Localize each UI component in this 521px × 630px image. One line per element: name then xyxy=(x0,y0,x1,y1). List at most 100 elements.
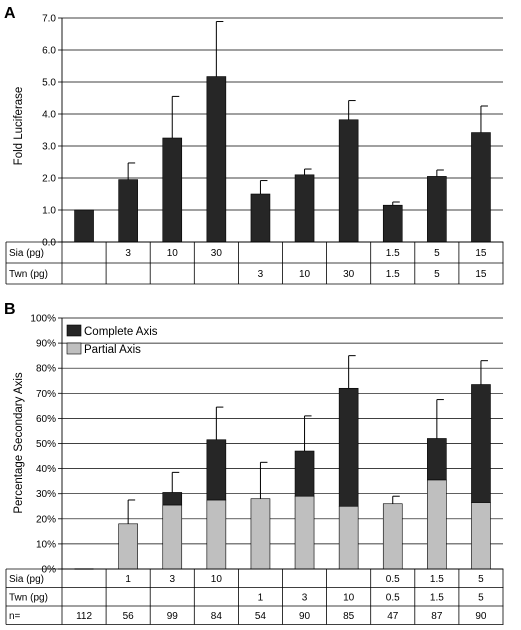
table-cell: 1 xyxy=(125,574,131,585)
table-cell: 0.5 xyxy=(386,592,400,603)
y-tick-label: 0.0 xyxy=(42,238,56,249)
table-cell: 84 xyxy=(211,611,223,622)
table-cell: 1.5 xyxy=(430,592,444,603)
table-cell: 1.5 xyxy=(386,248,400,259)
table-row-label: n= xyxy=(9,611,21,622)
table-cell: 10 xyxy=(211,574,223,585)
table-row-label: Sia (pg) xyxy=(9,574,44,585)
bar-complete-axis xyxy=(294,450,315,497)
bar-complete-axis xyxy=(206,439,227,501)
panel-a-y-tick-labels: 0.0 1.0 2.0 3.0 4.0 5.0 6.0 7.0 xyxy=(42,14,56,249)
y-tick-label: 100% xyxy=(30,314,56,325)
panel-a-gridlines xyxy=(62,17,503,211)
y-tick-label: 10% xyxy=(36,539,56,550)
bar xyxy=(382,204,403,243)
y-tick-label: 0% xyxy=(42,565,57,576)
table-cell: 10 xyxy=(167,248,179,259)
y-tick-label: 1.0 xyxy=(42,206,56,217)
table-cell: 1.5 xyxy=(386,269,400,280)
panel-a-ylabel: Fold Luciferase xyxy=(13,87,25,166)
panel-b-letter: B xyxy=(4,301,16,318)
y-tick-label: 50% xyxy=(36,439,56,450)
bar xyxy=(294,174,315,243)
legend-complete-axis-label: Complete Axis xyxy=(84,326,158,338)
y-tick-label: 30% xyxy=(36,489,56,500)
bar xyxy=(250,193,271,243)
table-cell: 15 xyxy=(475,269,487,280)
y-tick-label: 70% xyxy=(36,389,56,400)
panel-b-gridlines xyxy=(62,317,503,545)
y-tick-label: 2.0 xyxy=(42,174,56,185)
bar xyxy=(427,176,447,243)
bar-partial-axis xyxy=(206,499,227,570)
y-tick-label: 6.0 xyxy=(42,46,56,57)
panel-a-letter: A xyxy=(4,5,16,22)
table-cell: 90 xyxy=(299,611,311,622)
table-row-label: Twn (pg) xyxy=(9,592,48,603)
bar-complete-axis xyxy=(427,438,447,481)
y-tick-label: 90% xyxy=(36,339,56,350)
bar-partial-axis xyxy=(471,502,491,570)
table-row-label: Sia (pg) xyxy=(9,248,44,259)
bar xyxy=(162,137,183,243)
legend-complete-axis-swatch xyxy=(66,324,82,337)
table-cell: 99 xyxy=(167,611,179,622)
y-tick-label: 20% xyxy=(36,514,56,525)
panel-a-bars xyxy=(74,76,491,243)
panel-b-ylabel: Percentage Secondary Axis xyxy=(13,372,25,514)
table-cell: 5 xyxy=(434,269,440,280)
table-cell: 15 xyxy=(475,248,487,259)
y-tick-label: 5.0 xyxy=(42,78,56,89)
bar xyxy=(471,132,491,243)
table-cell: 10 xyxy=(299,269,311,280)
panel-a: A Fold Luciferase 0.0 1.0 2.0 3.0 4.0 5.0 6.0 7… xyxy=(4,5,504,285)
bar-partial-axis xyxy=(427,479,447,570)
bar-complete-axis xyxy=(338,387,359,507)
table-cell: 56 xyxy=(123,611,135,622)
table-cell: 0.5 xyxy=(386,574,400,585)
table-cell: 47 xyxy=(387,611,399,622)
table-cell: 3 xyxy=(258,269,264,280)
bar xyxy=(74,209,94,243)
y-tick-label: 3.0 xyxy=(42,142,56,153)
y-tick-label: 40% xyxy=(36,464,56,475)
table-cell: 10 xyxy=(343,592,355,603)
legend-partial-axis-label: Partial Axis xyxy=(84,344,141,356)
table-cell: 30 xyxy=(211,248,223,259)
table-cell: 30 xyxy=(343,269,355,280)
table-cell: 5 xyxy=(478,574,484,585)
bar-partial-axis xyxy=(382,503,403,570)
table-cell: 1 xyxy=(258,592,264,603)
bar-partial-axis xyxy=(294,495,315,570)
legend-partial-axis-swatch xyxy=(66,342,82,355)
table-cell: 5 xyxy=(478,592,484,603)
table-cell: 5 xyxy=(434,248,440,259)
bar-partial-axis xyxy=(250,498,271,570)
panel-b: B Percentage Secondary Axis 0% 10% 20% 30% 4… xyxy=(4,301,504,625)
table-cell: 90 xyxy=(475,611,487,622)
table-cell: 3 xyxy=(302,592,308,603)
panel-a-dose-table: Sia (pg) 3 10 30 1.5 5 15 Twn (pg) 3 10 30 1.5 5 15 xyxy=(5,241,504,285)
y-tick-label: 80% xyxy=(36,364,56,375)
bar-complete-axis xyxy=(162,492,183,506)
panel-b-legend: Complete Axis Partial Axis xyxy=(66,324,158,356)
table-cell: 112 xyxy=(76,611,92,622)
panel-b-dose-table: Sia (pg) 1 3 10 0.5 1.5 5 Twn (pg) 1 3 10 0.5 1.5 5 n=… xyxy=(5,568,504,625)
bar xyxy=(206,76,227,243)
panel-b-bars xyxy=(74,384,491,570)
bar xyxy=(338,119,359,243)
table-cell: 85 xyxy=(343,611,355,622)
bar-partial-axis xyxy=(162,504,183,570)
table-cell: 3 xyxy=(125,248,131,259)
y-tick-label: 60% xyxy=(36,414,56,425)
table-cell: 3 xyxy=(169,574,175,585)
y-tick-label: 4.0 xyxy=(42,110,56,121)
bar-complete-axis xyxy=(471,384,491,503)
panel-b-y-tick-labels: 0% 10% 20% 30% 40% 50% 60% 70% 80% 90% 100% xyxy=(30,314,56,576)
table-cell: 1.5 xyxy=(430,574,444,585)
table-row-label: Twn (pg) xyxy=(9,269,48,280)
panel-b-error-bars xyxy=(127,355,488,524)
panel-a-error-bars xyxy=(127,21,488,206)
table-cell: 54 xyxy=(255,611,267,622)
